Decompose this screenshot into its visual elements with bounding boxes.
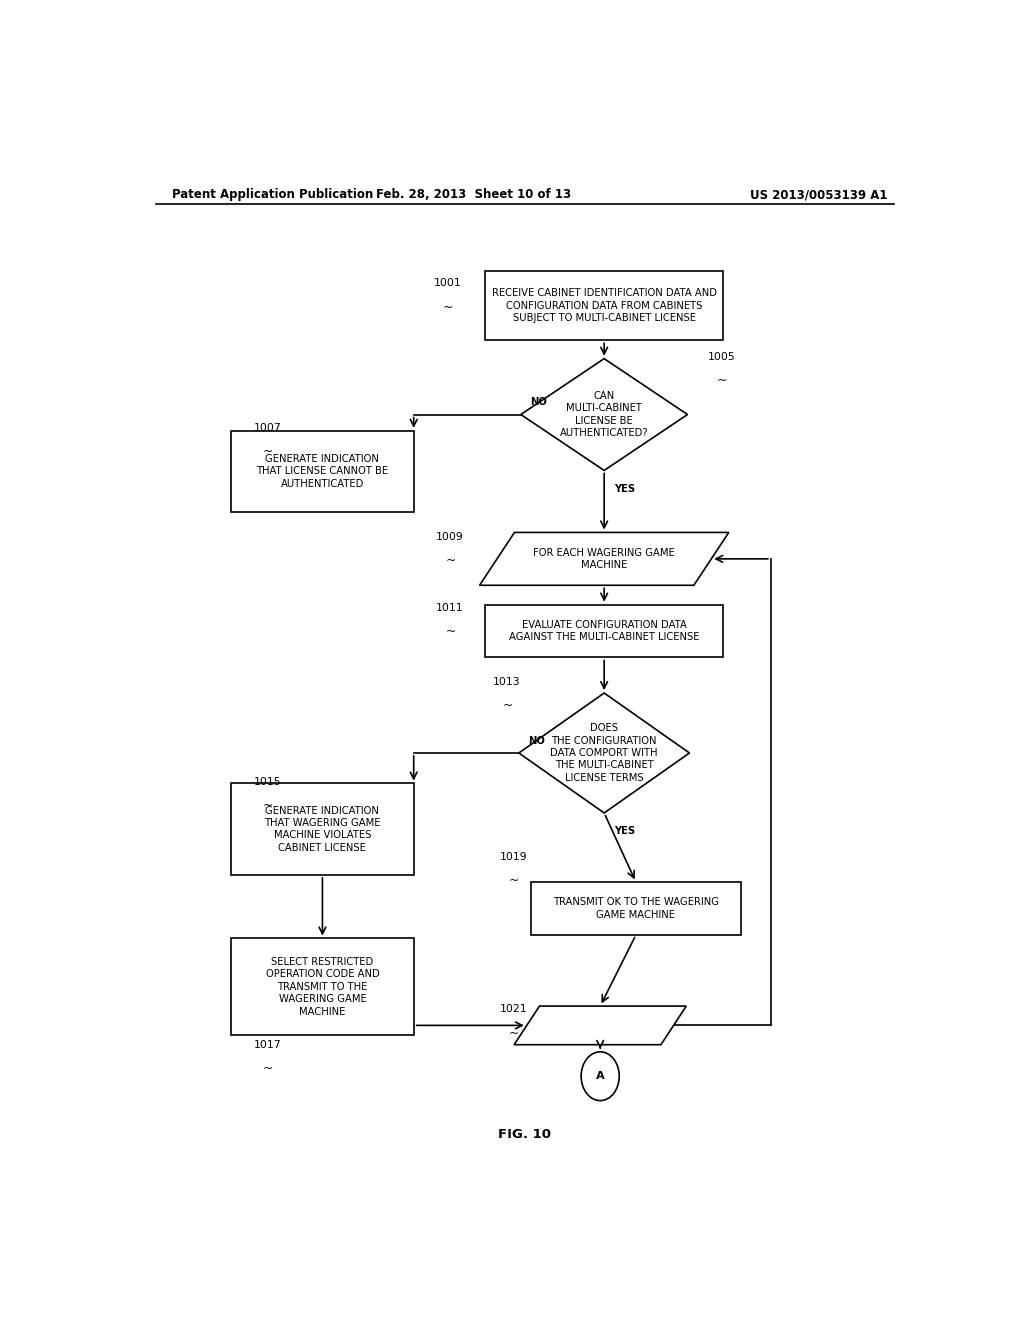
Text: SELECT RESTRICTED
OPERATION CODE AND
TRANSMIT TO THE
WAGERING GAME
MACHINE: SELECT RESTRICTED OPERATION CODE AND TRA… bbox=[265, 957, 379, 1016]
Text: 1015: 1015 bbox=[253, 776, 281, 787]
Text: A: A bbox=[596, 1072, 604, 1081]
Text: GENERATE INDICATION
THAT WAGERING GAME
MACHINE VIOLATES
CABINET LICENSE: GENERATE INDICATION THAT WAGERING GAME M… bbox=[264, 805, 381, 853]
Polygon shape bbox=[514, 1006, 686, 1044]
Text: GENERATE INDICATION
THAT LICENSE CANNOT BE
AUTHENTICATED: GENERATE INDICATION THAT LICENSE CANNOT … bbox=[256, 454, 388, 488]
Text: 1001: 1001 bbox=[433, 279, 461, 289]
Polygon shape bbox=[479, 532, 729, 585]
FancyBboxPatch shape bbox=[485, 271, 723, 341]
Text: ~: ~ bbox=[445, 554, 456, 566]
FancyBboxPatch shape bbox=[231, 939, 414, 1035]
Text: US 2013/0053139 A1: US 2013/0053139 A1 bbox=[750, 189, 887, 202]
FancyBboxPatch shape bbox=[530, 882, 741, 935]
Text: TRANSMIT OK TO THE WAGERING
GAME MACHINE: TRANSMIT OK TO THE WAGERING GAME MACHINE bbox=[553, 898, 719, 920]
FancyBboxPatch shape bbox=[485, 605, 723, 657]
Text: Patent Application Publication: Patent Application Publication bbox=[172, 189, 373, 202]
FancyBboxPatch shape bbox=[231, 430, 414, 512]
Text: ~: ~ bbox=[445, 624, 456, 638]
Text: 1017: 1017 bbox=[253, 1040, 281, 1049]
Text: ~: ~ bbox=[263, 799, 273, 812]
Text: DOES
THE CONFIGURATION
DATA COMPORT WITH
THE MULTI-CABINET
LICENSE TERMS: DOES THE CONFIGURATION DATA COMPORT WITH… bbox=[551, 723, 657, 783]
Text: 1011: 1011 bbox=[436, 603, 464, 612]
Text: YES: YES bbox=[613, 826, 635, 837]
Text: ~: ~ bbox=[509, 1027, 519, 1039]
Text: 1007: 1007 bbox=[253, 422, 282, 433]
Polygon shape bbox=[521, 359, 687, 470]
Text: ~: ~ bbox=[263, 445, 273, 458]
Text: FOR EACH WAGERING GAME
MACHINE: FOR EACH WAGERING GAME MACHINE bbox=[534, 548, 675, 570]
Text: ~: ~ bbox=[717, 374, 727, 387]
Text: Feb. 28, 2013  Sheet 10 of 13: Feb. 28, 2013 Sheet 10 of 13 bbox=[376, 189, 570, 202]
Text: NO: NO bbox=[528, 735, 545, 746]
Circle shape bbox=[582, 1052, 620, 1101]
Polygon shape bbox=[519, 693, 689, 813]
Text: 1009: 1009 bbox=[436, 532, 464, 541]
Text: ~: ~ bbox=[263, 1063, 273, 1074]
Text: 1013: 1013 bbox=[494, 677, 520, 686]
Text: ~: ~ bbox=[503, 700, 513, 711]
Text: RECEIVE CABINET IDENTIFICATION DATA AND
CONFIGURATION DATA FROM CABINETS
SUBJECT: RECEIVE CABINET IDENTIFICATION DATA AND … bbox=[492, 288, 717, 323]
Text: FIG. 10: FIG. 10 bbox=[499, 1127, 551, 1140]
FancyBboxPatch shape bbox=[231, 784, 414, 875]
Text: 1005: 1005 bbox=[708, 351, 735, 362]
Text: ~: ~ bbox=[443, 301, 454, 314]
Text: CAN
MULTI-CABINET
LICENSE BE
AUTHENTICATED?: CAN MULTI-CABINET LICENSE BE AUTHENTICAT… bbox=[560, 391, 648, 438]
Text: NO: NO bbox=[530, 397, 547, 408]
Text: ~: ~ bbox=[509, 874, 519, 887]
Text: 1021: 1021 bbox=[500, 1005, 527, 1014]
Text: EVALUATE CONFIGURATION DATA
AGAINST THE MULTI-CABINET LICENSE: EVALUATE CONFIGURATION DATA AGAINST THE … bbox=[509, 620, 699, 643]
Text: YES: YES bbox=[613, 483, 635, 494]
Text: 1019: 1019 bbox=[500, 851, 527, 862]
